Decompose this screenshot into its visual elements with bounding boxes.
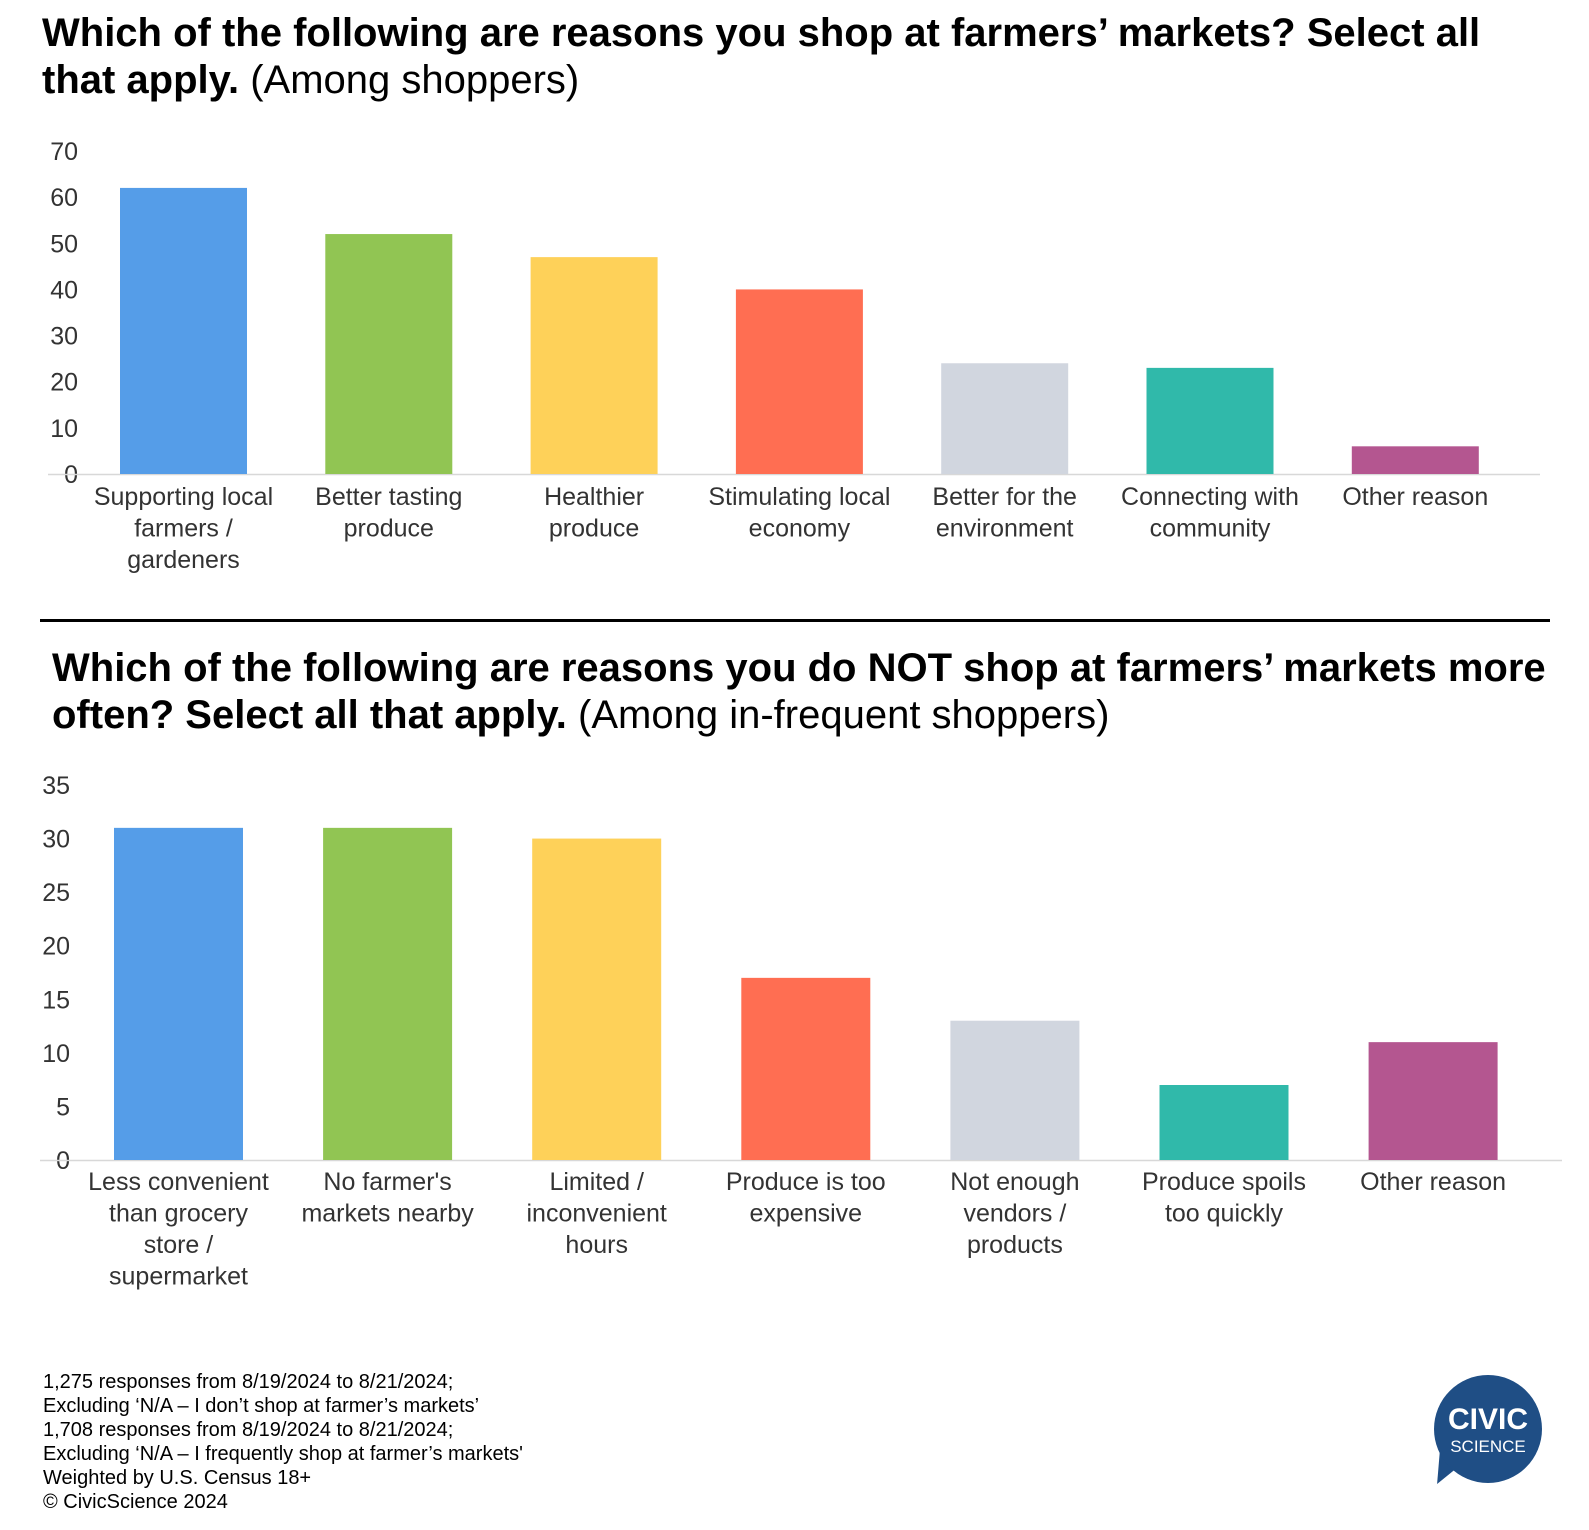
chart1-category-label-line: community bbox=[1150, 515, 1271, 543]
chart1-category-label-line: gardeners bbox=[127, 546, 240, 574]
chart1-y-tick-label: 70 bbox=[50, 138, 78, 166]
chart2-y-tick-label: 15 bbox=[42, 986, 70, 1014]
chart1-bar bbox=[941, 363, 1069, 474]
chart1-y-tick-label: 30 bbox=[50, 323, 78, 351]
chart2-category-label: Less convenient than grocery store / superm… bbox=[88, 1168, 269, 1291]
logo-text-science: SCIENCE bbox=[1450, 1437, 1526, 1456]
chart1-category-label: Healthier produce bbox=[544, 483, 644, 543]
chart2-category-label-line: Other reason bbox=[1360, 1168, 1506, 1196]
chart2-category-label-line: Produce is too bbox=[726, 1168, 886, 1196]
chart1-category-label-line: environment bbox=[936, 515, 1074, 543]
chart2-title-question: Which of the following are reasons you d… bbox=[52, 646, 1546, 737]
chart1-y-tick-label: 40 bbox=[50, 276, 78, 304]
chart2-category-label: Produce spoils too quickly bbox=[1142, 1168, 1306, 1228]
chart2-category-label-line: store / bbox=[144, 1231, 214, 1259]
chart1-title-subtitle: (Among shoppers) bbox=[250, 58, 580, 102]
chart1-bar bbox=[1351, 446, 1479, 474]
chart1-category-label-line: Healthier bbox=[544, 483, 644, 511]
chart2-category-label: No farmer's markets nearby bbox=[301, 1168, 474, 1228]
chart2-bar bbox=[323, 827, 453, 1160]
chart2-y-tick-label: 10 bbox=[42, 1040, 70, 1068]
chart1-category-label: Better for the environment bbox=[932, 483, 1077, 543]
chart1-category-label: Connecting with community bbox=[1121, 483, 1299, 543]
chart2-category-label-line: vendors / bbox=[963, 1200, 1066, 1228]
chart2-category-label-line: products bbox=[967, 1231, 1063, 1259]
chart2-y-tick-label: 35 bbox=[42, 772, 70, 800]
chart2-category-label-line: No farmer's bbox=[323, 1168, 451, 1196]
chart1-y-tick-label: 60 bbox=[50, 184, 78, 212]
chart1-category-label-line: Supporting local bbox=[94, 483, 273, 511]
chart1-y-tick-label: 20 bbox=[50, 369, 78, 397]
chart2-y-tick-label: 5 bbox=[56, 1093, 70, 1121]
chart1-bar bbox=[735, 289, 863, 474]
chart1-category-label-line: Better for the bbox=[932, 483, 1077, 511]
chart2-category-label-line: inconvenient bbox=[527, 1200, 667, 1228]
chart1-category-label-line: produce bbox=[549, 515, 639, 543]
chart2-category-label: Not enough vendors / products bbox=[950, 1168, 1079, 1259]
chart1-category-label: Other reason bbox=[1342, 483, 1488, 511]
footnote-line: 1,275 responses from 8/19/2024 to 8/21/2… bbox=[43, 1371, 454, 1393]
chart2-category-label-line: expensive bbox=[750, 1200, 863, 1228]
chart1-category-label-line: Stimulating local bbox=[708, 483, 890, 511]
footnote-line: © CivicScience 2024 bbox=[43, 1491, 228, 1513]
chart1-bar bbox=[325, 234, 453, 474]
chart1-category-label-line: Other reason bbox=[1342, 483, 1488, 511]
chart1-y-tick-label: 10 bbox=[50, 415, 78, 443]
chart1-y-tick-label: 50 bbox=[50, 230, 78, 258]
chart2-category-label-line: hours bbox=[565, 1231, 628, 1259]
chart1-title-question: Which of the following are reasons you s… bbox=[42, 11, 1481, 102]
chart2-category-label-line: supermarket bbox=[109, 1263, 248, 1291]
chart2-category-label: Limited / inconvenient hours bbox=[527, 1168, 667, 1259]
chart1-category-label-line: Better tasting bbox=[315, 483, 462, 511]
chart1-category-label-line: economy bbox=[749, 515, 851, 543]
section-divider bbox=[40, 619, 1550, 622]
footnote: 1,275 responses from 8/19/2024 to 8/21/2… bbox=[43, 1370, 523, 1514]
chart1-title: Which of the following are reasons you s… bbox=[42, 10, 1562, 104]
chart2-bar bbox=[532, 838, 662, 1160]
chart2-title-subtitle: (Among in-frequent shoppers) bbox=[578, 693, 1110, 737]
chart1-bar bbox=[1146, 367, 1274, 474]
chart2-category-label: Produce is too expensive bbox=[726, 1168, 886, 1228]
chart2-category-label-line: Less convenient bbox=[88, 1168, 269, 1196]
footnote-line: Weighted by U.S. Census 18+ bbox=[43, 1467, 312, 1489]
chart1-category-label-line: farmers / bbox=[134, 515, 233, 543]
chart2-title: Which of the following are reasons you d… bbox=[52, 645, 1562, 739]
chart1-category-label-line: produce bbox=[344, 515, 434, 543]
chart2-category-label-line: than grocery bbox=[109, 1200, 248, 1228]
chart1-category-label: Stimulating local economy bbox=[708, 483, 890, 543]
chart1-bar bbox=[120, 187, 247, 474]
chart2-category-label: Other reason bbox=[1360, 1168, 1506, 1196]
chart2-bar bbox=[114, 827, 243, 1160]
chart2-y-tick-label: 30 bbox=[42, 826, 70, 854]
chart2-bar bbox=[741, 977, 871, 1160]
chart2-bar bbox=[1368, 1042, 1498, 1160]
chart2-y-tick-label: 20 bbox=[42, 933, 70, 961]
chart2-bar bbox=[1159, 1085, 1289, 1160]
chart2-category-label-line: Limited / bbox=[549, 1168, 644, 1196]
civicscience-logo: CIVIC SCIENCE bbox=[1429, 1375, 1544, 1491]
chart2-category-label-line: markets nearby bbox=[301, 1200, 474, 1228]
logo-text-civic: CIVIC bbox=[1447, 1403, 1528, 1436]
footnote-line: Excluding ‘N/A – I don’t shop at farmer’… bbox=[43, 1395, 480, 1417]
footnote-line: 1,708 responses from 8/19/2024 to 8/21/2… bbox=[43, 1419, 454, 1441]
chart2-bar bbox=[950, 1020, 1080, 1160]
chart1-bar bbox=[530, 257, 658, 474]
footnote-line: Excluding ‘N/A – I frequently shop at fa… bbox=[43, 1443, 523, 1465]
chart1-category-label-line: Connecting with bbox=[1121, 483, 1299, 511]
chart1-category-label: Supporting local farmers / gardeners bbox=[94, 483, 273, 574]
chart2-category-label-line: Not enough bbox=[950, 1168, 1079, 1196]
chart1-category-label: Better tasting produce bbox=[315, 483, 462, 543]
logo-bubble bbox=[1434, 1375, 1542, 1483]
chart2-category-label-line: too quickly bbox=[1165, 1200, 1284, 1228]
chart2-category-label-line: Produce spoils bbox=[1142, 1168, 1306, 1196]
chart2-y-tick-label: 25 bbox=[42, 879, 70, 907]
